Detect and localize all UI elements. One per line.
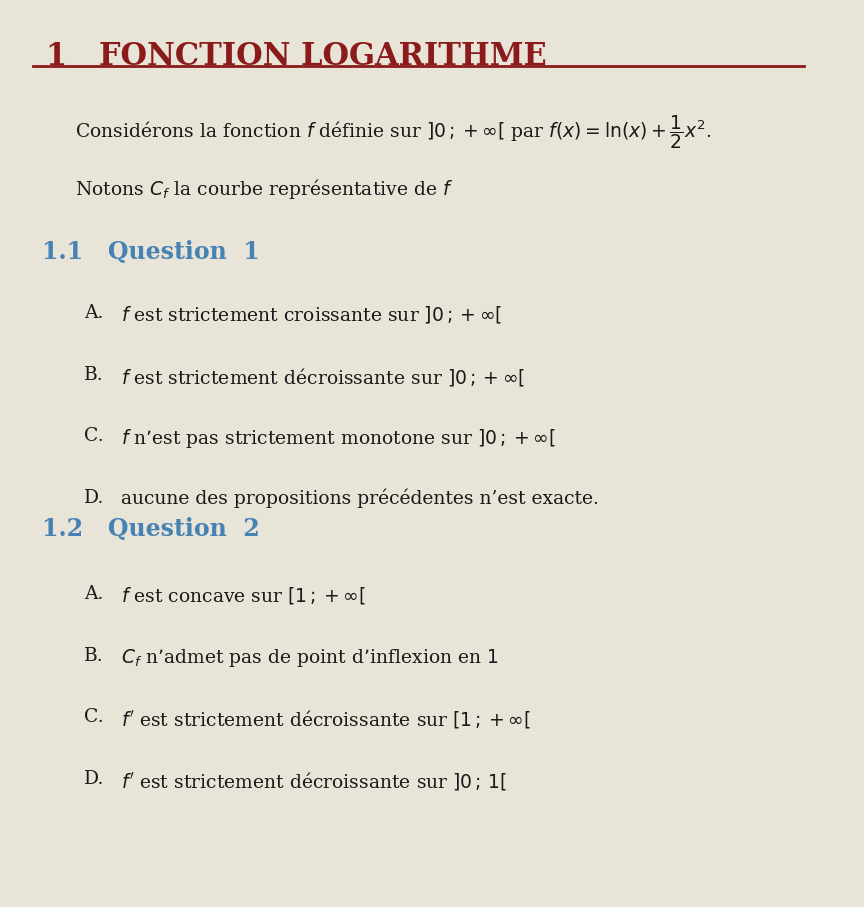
Text: B.: B.: [84, 647, 104, 665]
Text: $f$ est strictement croissante sur $]0\,;+\infty[$: $f$ est strictement croissante sur $]0\,…: [121, 304, 503, 325]
Text: $f$ est strictement décroissante sur $]0\,;+\infty[$: $f$ est strictement décroissante sur $]0…: [121, 366, 526, 387]
Text: $f$ est concave sur $[1\,;+\infty[$: $f$ est concave sur $[1\,;+\infty[$: [121, 585, 366, 606]
Text: Notons $C_f$ la courbe représentative de $f$: Notons $C_f$ la courbe représentative de…: [75, 177, 454, 200]
Text: 1   FONCTION LOGARITHME: 1 FONCTION LOGARITHME: [46, 41, 547, 72]
Text: D.: D.: [84, 489, 104, 507]
Text: B.: B.: [84, 366, 104, 384]
Text: C.: C.: [84, 708, 104, 727]
Text: $C_f$ n’admet pas de point d’inflexion en $1$: $C_f$ n’admet pas de point d’inflexion e…: [121, 647, 499, 668]
Text: aucune des propositions précédentes n’est exacte.: aucune des propositions précédentes n’es…: [121, 489, 600, 508]
Text: D.: D.: [84, 770, 104, 788]
Text: 1.1   Question  1: 1.1 Question 1: [41, 240, 259, 264]
Text: A.: A.: [84, 304, 103, 322]
Text: $f'$ est strictement décroissante sur $]0\,;\,1[$: $f'$ est strictement décroissante sur $]…: [121, 770, 508, 792]
Text: $f$ n’est pas strictement monotone sur $]0\,;+\infty[$: $f$ n’est pas strictement monotone sur $…: [121, 427, 556, 450]
Text: $f'$ est strictement décroissante sur $[1\,;+\infty[$: $f'$ est strictement décroissante sur $[…: [121, 708, 531, 730]
Text: 1.2   Question  2: 1.2 Question 2: [41, 517, 259, 541]
Text: A.: A.: [84, 585, 103, 603]
Text: C.: C.: [84, 427, 104, 445]
Text: Considérons la fonction $f$ définie sur $]0\,;+\infty[$ par $f(x) = \ln(x)+\dfra: Considérons la fonction $f$ définie sur …: [75, 113, 712, 151]
